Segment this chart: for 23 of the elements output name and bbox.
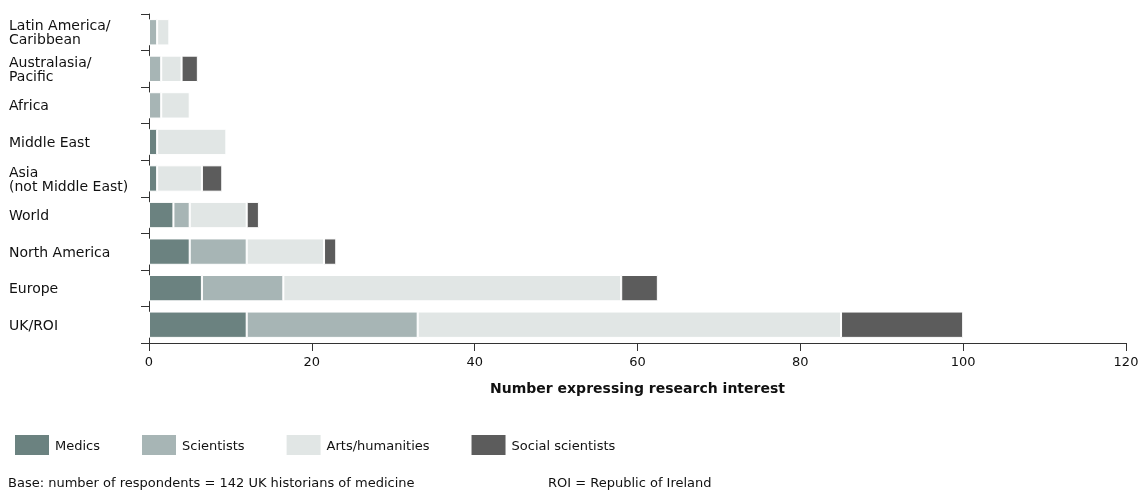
y-tick-label: Asia (not Middle East) <box>9 163 129 194</box>
y-tick-label: North America <box>9 243 111 260</box>
legend-label: Medics <box>55 437 101 453</box>
y-tick-label: Australasia/ Pacific <box>9 53 92 84</box>
legend-label: Scientists <box>182 437 245 453</box>
text: Base: number of respondents = 142 UK historians of medicine <box>8 475 415 490</box>
y-tick-label: Latin America/ Caribbean <box>9 17 111 48</box>
legend-label: Social scientists <box>511 437 616 453</box>
x-tick-label: 100 <box>950 354 976 369</box>
text: ROI = Republic of Ireland <box>548 475 712 490</box>
y-tick-label: UK/ROI <box>9 316 59 333</box>
x-tick-label: 80 <box>792 354 809 369</box>
legend-label: Arts/humanities <box>326 437 430 453</box>
x-tick-label: 120 <box>1113 354 1139 369</box>
y-tick-label: Middle East <box>9 133 91 150</box>
x-axis-title: Number expressing research interest <box>490 380 786 396</box>
x-tick-label: 20 <box>303 354 321 369</box>
y-tick-label: World <box>9 207 50 224</box>
x-tick-label: 0 <box>144 354 154 369</box>
x-tick-label: 40 <box>466 354 483 369</box>
y-tick-label: Africa <box>9 97 49 114</box>
x-tick-label: 60 <box>629 354 646 369</box>
y-tick-label: Europe <box>9 280 59 297</box>
